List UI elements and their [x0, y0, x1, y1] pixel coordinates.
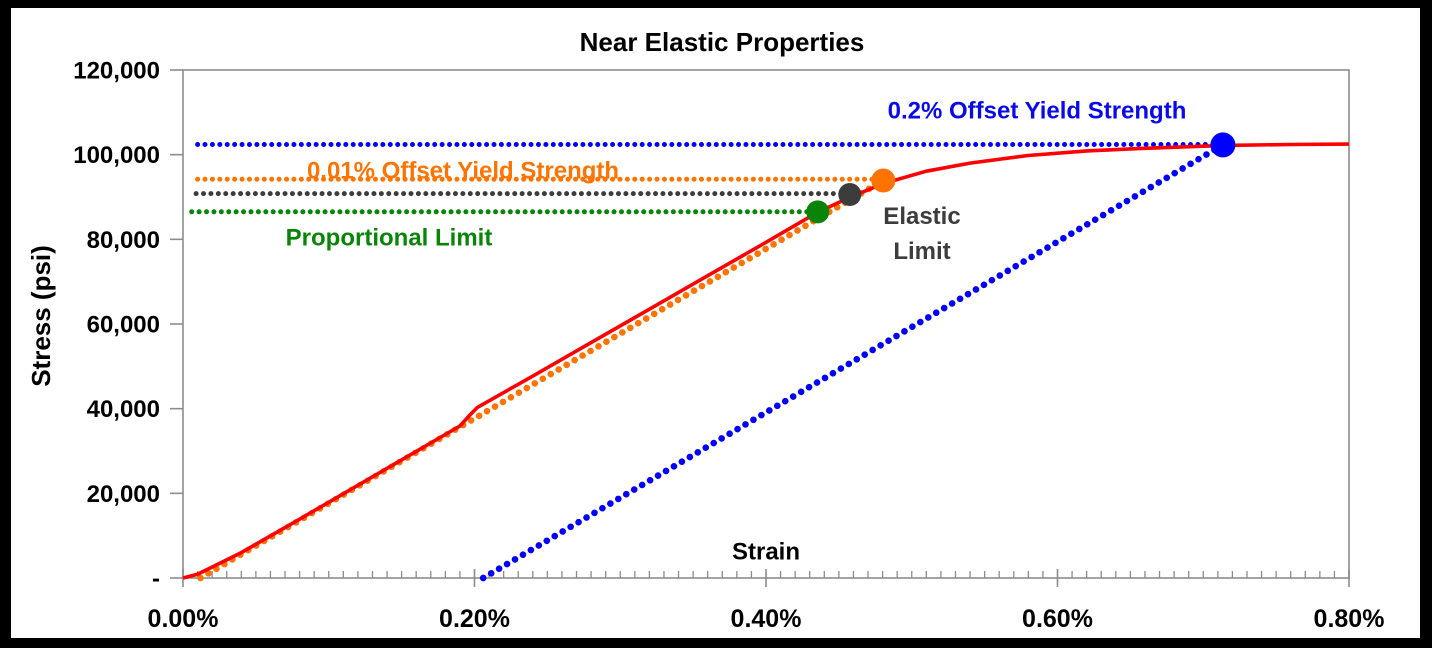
offset-02-elastic-slope	[479, 141, 1227, 582]
annotation-line: Elastic	[883, 203, 961, 231]
x-axis-title: Strain	[732, 536, 800, 571]
chart-title: Near Elastic Properties	[579, 27, 865, 58]
y-tick-label: 80,000	[87, 227, 160, 254]
annotation-line: Limit	[893, 238, 951, 265]
annotation-line: 0.2% Offset Yield Strength	[887, 97, 1187, 125]
annotation-line: Proportional Limit	[285, 224, 493, 252]
annotation-proportional-limit: Proportional Limit	[286, 222, 493, 257]
y-tick-label: -	[152, 566, 160, 593]
y-tick-label: 100,000	[73, 142, 160, 169]
proportional-limit-point	[806, 200, 830, 224]
y-tick-label: 40,000	[87, 396, 160, 423]
chart-canvas	[11, 8, 1420, 638]
y-tick-label: 120,000	[73, 58, 160, 85]
stress-strain-curve	[182, 142, 1350, 580]
x-tick-label: 0.60%	[1022, 605, 1093, 633]
annotation-line: 0.01% Offset Yield Strength	[306, 157, 620, 185]
elastic-limit-point	[838, 182, 862, 206]
x-tick-label: 0.20%	[439, 605, 510, 633]
y-axis-title: Stress (psi)	[26, 245, 57, 387]
annotation-yield-02: 0.2% Offset Yield Strength	[888, 95, 1187, 130]
annotation-elastic-limit: Elastic Limit	[883, 200, 960, 270]
annotation-line: Strain	[731, 538, 801, 566]
y-tick-label: 20,000	[87, 481, 160, 508]
x-tick-label: 0.00%	[148, 605, 219, 633]
yield-001-point	[871, 168, 896, 193]
x-tick-label: 0.40%	[731, 605, 802, 633]
annotation-yield-001: 0.01% Offset Yield Strength	[307, 155, 619, 190]
x-tick-label: 0.80%	[1314, 605, 1385, 633]
yield-02-point	[1210, 132, 1236, 158]
y-tick-label: 60,000	[87, 312, 160, 339]
